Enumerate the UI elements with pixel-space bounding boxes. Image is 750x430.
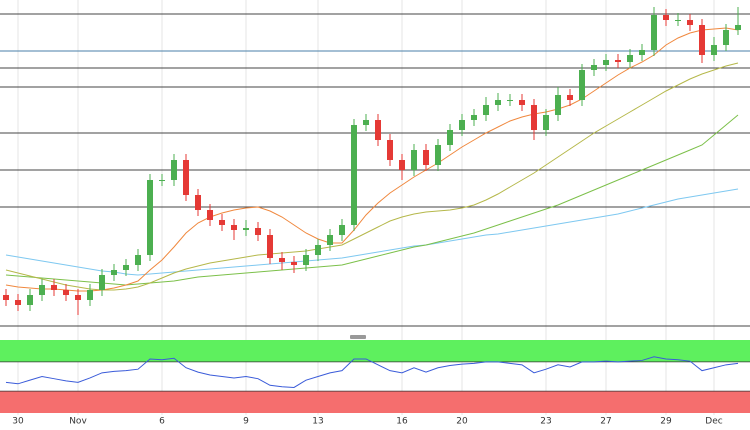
candle-body	[519, 100, 525, 105]
moving-average	[5, 62, 739, 291]
candle-body	[471, 115, 477, 120]
candle-body	[447, 130, 453, 145]
moving-average	[5, 27, 739, 292]
candle-body	[3, 295, 9, 300]
candle-body	[63, 290, 69, 295]
pane-splitter[interactable]	[350, 335, 366, 339]
candle-body	[291, 262, 297, 265]
candle-body	[75, 295, 81, 300]
candle-body	[351, 125, 357, 225]
candle-body	[267, 235, 273, 258]
candle-body	[615, 60, 621, 62]
candle-body	[567, 95, 573, 100]
candle-body	[303, 255, 309, 265]
candle-body	[675, 20, 681, 21]
candle-body	[423, 150, 429, 165]
candle-body	[579, 70, 585, 100]
candle-body	[495, 100, 501, 105]
moving-average	[5, 188, 739, 276]
candle-body	[363, 120, 369, 125]
candle-body	[555, 95, 561, 115]
candle-body	[39, 285, 45, 295]
candle-body	[723, 30, 729, 45]
candle-body	[411, 150, 417, 170]
rsi-upper-band	[0, 340, 750, 362]
candle-body	[207, 210, 213, 220]
candle-body	[507, 100, 513, 101]
candle-body	[219, 220, 225, 225]
candle-body	[315, 245, 321, 255]
candle-body	[699, 25, 705, 55]
rsi-line	[5, 356, 739, 388]
x-tick-label: 13	[312, 417, 323, 427]
x-tick-label: Nov	[69, 417, 87, 427]
candle-body	[387, 140, 393, 160]
candle-body	[27, 295, 33, 305]
candle-body	[603, 60, 609, 65]
candle-body	[531, 105, 537, 130]
x-tick-label: 16	[396, 417, 408, 427]
x-tick-label: Dec	[705, 417, 722, 427]
candle-body	[51, 285, 57, 290]
candle-body	[327, 235, 333, 245]
candle-body	[543, 115, 549, 130]
candle-body	[123, 265, 129, 270]
candle-body	[735, 25, 741, 30]
candle-body	[195, 195, 201, 210]
candle-body	[171, 160, 177, 180]
candle-body	[279, 258, 285, 262]
candle-body	[255, 228, 261, 235]
rsi-lower-band	[0, 391, 750, 413]
x-tick-label: 20	[456, 417, 468, 427]
candle-body	[435, 145, 441, 165]
candle-body	[159, 180, 165, 181]
candle-body	[627, 55, 633, 62]
candle-body	[399, 160, 405, 170]
candle-body	[687, 20, 693, 25]
x-tick-label: 23	[540, 417, 551, 427]
candle-body	[711, 45, 717, 55]
x-tick-label: 29	[660, 417, 672, 427]
candle-body	[111, 270, 117, 275]
candle-body	[591, 65, 597, 70]
candle-body	[651, 15, 657, 50]
candle-body	[339, 225, 345, 235]
x-tick-label: 30	[12, 417, 24, 427]
candle-body	[99, 275, 105, 290]
candle-body	[135, 255, 141, 265]
candle-body	[183, 160, 189, 195]
candle-body	[243, 228, 249, 230]
candle-body	[15, 300, 21, 305]
candle-body	[639, 50, 645, 55]
candle-body	[663, 15, 669, 20]
x-tick-label: 27	[600, 417, 611, 427]
x-tick-label: 6	[159, 417, 165, 427]
candle-body	[87, 290, 93, 300]
x-tick-label: 9	[243, 417, 249, 427]
candle-body	[147, 180, 153, 255]
candle-body	[459, 120, 465, 130]
candle-body	[375, 120, 381, 140]
candle-body	[231, 225, 237, 230]
candle-body	[483, 105, 489, 115]
